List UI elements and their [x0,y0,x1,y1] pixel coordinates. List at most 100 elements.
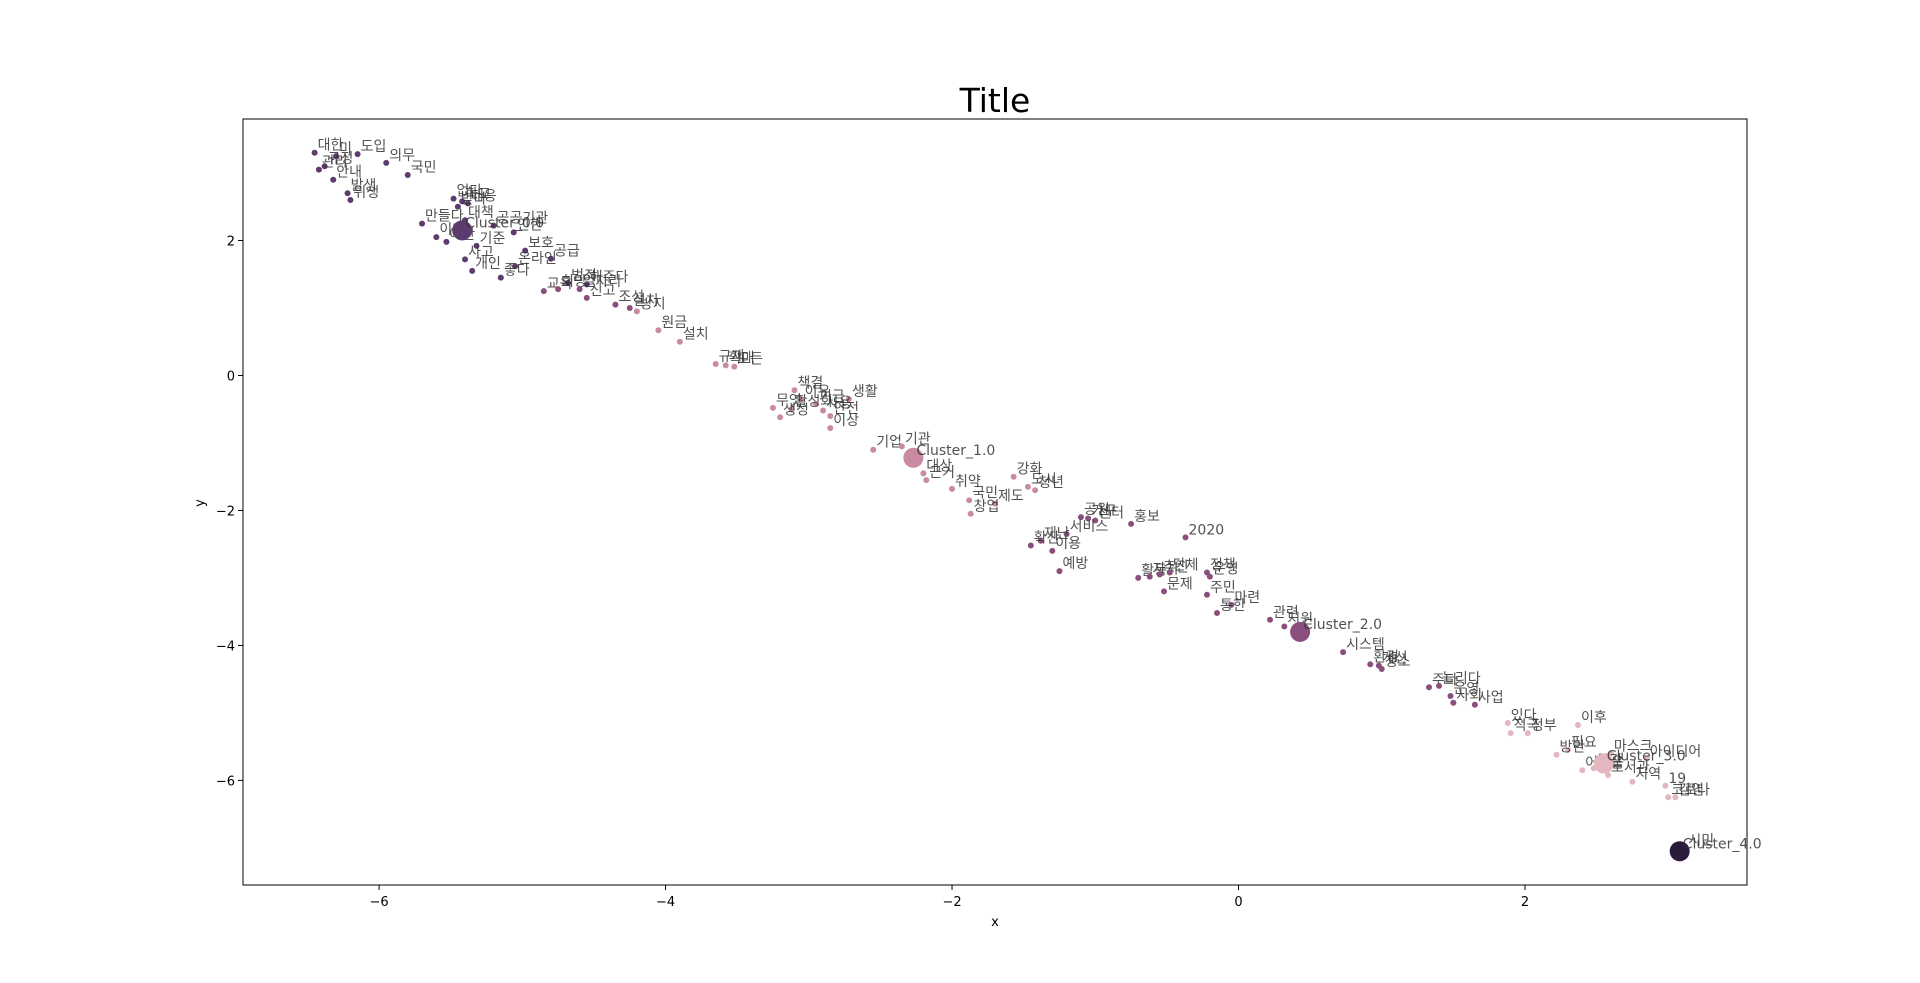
x-tick-label: −4 [656,895,675,910]
data-point [920,470,927,477]
data-point [450,195,457,202]
data-point [966,497,973,504]
data-point [1524,730,1531,737]
point-label: 시스템 [1346,637,1385,653]
point-label: 신고 [590,283,616,299]
point-label: 관리 [322,155,348,171]
point-label: 원금 [661,315,687,331]
data-point [454,203,461,210]
data-point [583,294,590,301]
data-point [777,414,784,421]
data-point [722,362,729,369]
point-label: 사용 [826,396,852,412]
point-label: 교육 [547,276,573,292]
data-point [462,256,469,263]
data-point [1672,794,1679,801]
point-label: 무엇 [776,393,802,409]
point-label: 대응 [471,188,497,204]
data-point [404,172,411,179]
data-point [788,406,795,413]
data-point [1077,514,1084,521]
point-label: 관련 [1273,605,1299,621]
data-point [1553,751,1560,758]
point-label: 발생 [351,178,377,194]
point-label: 받다 [461,192,487,208]
point-label: 희망 [561,274,587,290]
x-tick-label: 0 [1234,895,1242,910]
data-point [1085,515,1092,522]
data-point [1450,699,1457,706]
point-label: 보호 [528,236,554,252]
data-point [1063,531,1070,538]
y-tick-label: 0 [227,369,235,384]
point-label: 규정 [328,151,354,167]
point-label: 감염 [1678,782,1704,798]
data-point [1605,771,1612,778]
data-point [1507,730,1514,737]
data-point [321,163,328,170]
data-point [1504,720,1511,727]
point-label: 19 [1668,771,1686,787]
data-point [1027,542,1034,549]
data-point [1281,623,1288,630]
data-point [898,443,905,450]
point-label: 국민 [972,485,998,501]
data-point [798,396,805,403]
data-point [540,288,547,295]
point-label: 만들다 [425,209,464,225]
data-point [1024,483,1031,490]
point-label: 대책 [468,205,494,221]
y-tick-label: −4 [216,639,235,654]
data-point [1665,794,1672,801]
data-point [626,304,633,311]
data-point [1214,610,1221,617]
data-point [1161,588,1168,595]
data-point [1032,487,1039,494]
data-point [510,229,517,236]
centroid-label: Cluster_4.0 [1683,836,1762,852]
point-label: 도시 [1031,472,1057,488]
point-label: 안내 [336,165,362,181]
point-label: 개선 [1382,651,1408,667]
data-point [1182,534,1189,541]
point-label: 예방 [1062,556,1088,572]
data-point [1206,573,1213,580]
point-label: 없다 [457,184,483,200]
point-label: 인한 [517,217,543,233]
data-point [383,159,390,166]
point-label: 공원 [1084,502,1110,518]
data-point [473,242,480,249]
point-label: 확대 [729,350,755,366]
data-point [827,412,834,419]
x-tick-label: −2 [942,895,961,910]
data-point [712,360,719,367]
data-point [512,263,519,270]
point-label: 문제 [1167,576,1193,592]
data-point [1156,571,1163,578]
data-point [949,485,956,492]
chart-title: Title [959,81,1031,120]
point-label: 공공기관 [497,211,549,227]
point-label: 생활 [852,384,878,400]
data-point [1146,573,1153,580]
point-label: 일자리 [583,274,622,290]
data-point [1471,701,1478,708]
axes: −6 −4 −2 0 2 −6 −4 −2 0 2 [216,118,1748,910]
point-label: 센터 [1098,506,1124,522]
data-point [1092,517,1099,524]
data-point [1564,747,1571,754]
data-point [347,196,354,203]
data-point [419,220,426,227]
point-label: 이후 [1581,710,1607,726]
data-point [870,446,877,453]
data-point [497,274,504,281]
data-point [655,327,662,334]
point-label: 설치 [633,293,659,309]
data-point [923,477,930,484]
point-label: 홍보 [1134,509,1160,525]
point-label: 방안 [1559,740,1585,756]
point-label: 이상 [833,413,859,429]
points-layer: 대한도입미의무규정국민관리안내발생위생없다학교대응받다대책공공기관만들다인한이다… [311,138,1762,862]
x-tick-label: 2 [1521,895,1529,910]
data-point [633,308,640,315]
